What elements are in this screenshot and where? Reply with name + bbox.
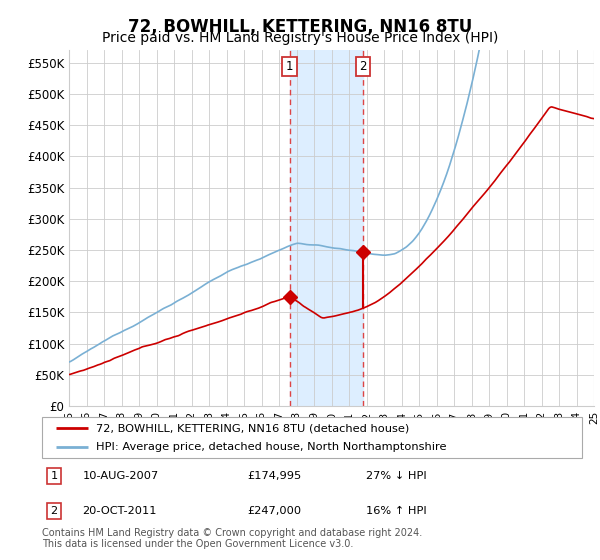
Bar bbox=[594, 50, 600, 406]
Text: 2: 2 bbox=[50, 506, 58, 516]
Text: 27% ↓ HPI: 27% ↓ HPI bbox=[366, 471, 427, 481]
Text: 16% ↑ HPI: 16% ↑ HPI bbox=[366, 506, 427, 516]
Text: £174,995: £174,995 bbox=[247, 471, 301, 481]
Text: 1: 1 bbox=[286, 60, 293, 73]
Text: 10-AUG-2007: 10-AUG-2007 bbox=[83, 471, 159, 481]
Text: 20-OCT-2011: 20-OCT-2011 bbox=[83, 506, 157, 516]
Bar bbox=[290, 50, 363, 406]
Text: £247,000: £247,000 bbox=[247, 506, 301, 516]
Text: 72, BOWHILL, KETTERING, NN16 8TU: 72, BOWHILL, KETTERING, NN16 8TU bbox=[128, 18, 472, 36]
Text: 72, BOWHILL, KETTERING, NN16 8TU (detached house): 72, BOWHILL, KETTERING, NN16 8TU (detach… bbox=[96, 423, 409, 433]
Text: 2: 2 bbox=[359, 60, 367, 73]
Text: HPI: Average price, detached house, North Northamptonshire: HPI: Average price, detached house, Nort… bbox=[96, 442, 446, 452]
Text: 1: 1 bbox=[50, 471, 58, 481]
Text: Price paid vs. HM Land Registry's House Price Index (HPI): Price paid vs. HM Land Registry's House … bbox=[102, 31, 498, 45]
FancyBboxPatch shape bbox=[42, 417, 582, 458]
Text: Contains HM Land Registry data © Crown copyright and database right 2024.
This d: Contains HM Land Registry data © Crown c… bbox=[42, 528, 422, 549]
